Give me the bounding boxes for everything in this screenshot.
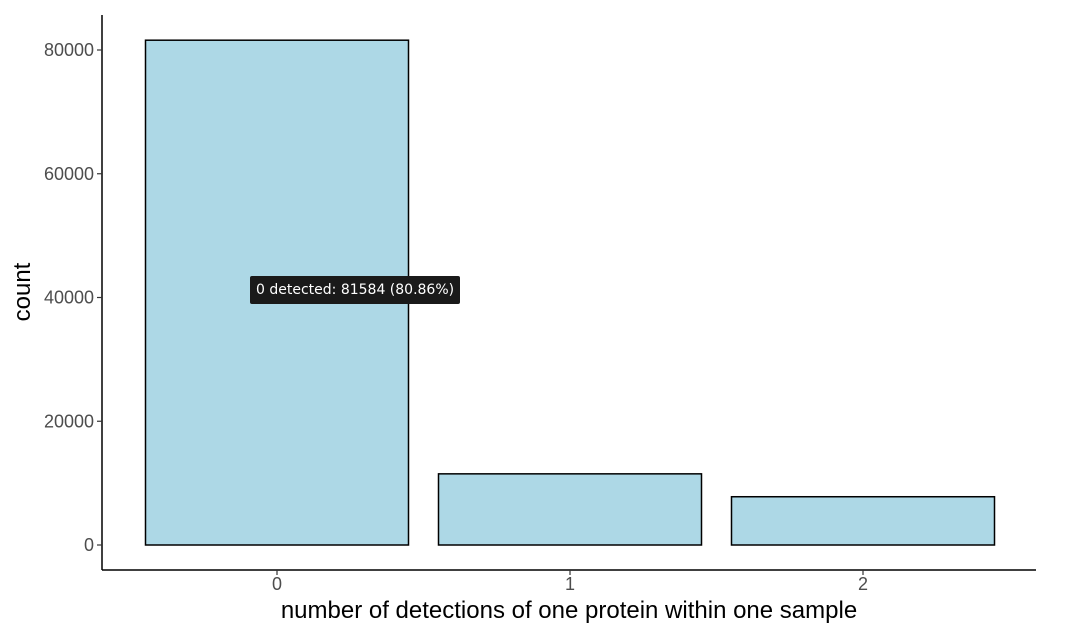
bar-tooltip: 0 detected: 81584 (80.86%) bbox=[250, 275, 461, 304]
bar-1[interactable] bbox=[437, 473, 703, 546]
x-tick-label: 2 bbox=[858, 574, 868, 594]
y-ticks: 0 20000 40000 60000 80000 bbox=[44, 40, 102, 555]
x-ticks: 0 1 2 bbox=[272, 570, 868, 594]
y-tick-label: 80000 bbox=[44, 40, 94, 60]
y-axis-title: count bbox=[9, 262, 36, 321]
y-tick-label: 0 bbox=[84, 535, 94, 555]
y-tick-label: 40000 bbox=[44, 288, 94, 308]
bar-2[interactable] bbox=[730, 495, 996, 546]
x-tick-label: 0 bbox=[272, 574, 282, 594]
x-axis-title: number of detections of one protein with… bbox=[281, 597, 857, 624]
y-tick-label: 60000 bbox=[44, 164, 94, 184]
x-tick-label: 1 bbox=[565, 574, 575, 594]
y-tick-label: 20000 bbox=[44, 411, 94, 431]
